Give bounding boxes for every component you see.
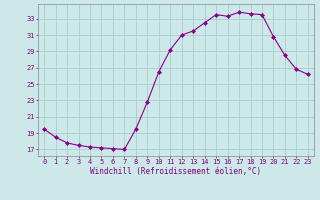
X-axis label: Windchill (Refroidissement éolien,°C): Windchill (Refroidissement éolien,°C) [91, 167, 261, 176]
